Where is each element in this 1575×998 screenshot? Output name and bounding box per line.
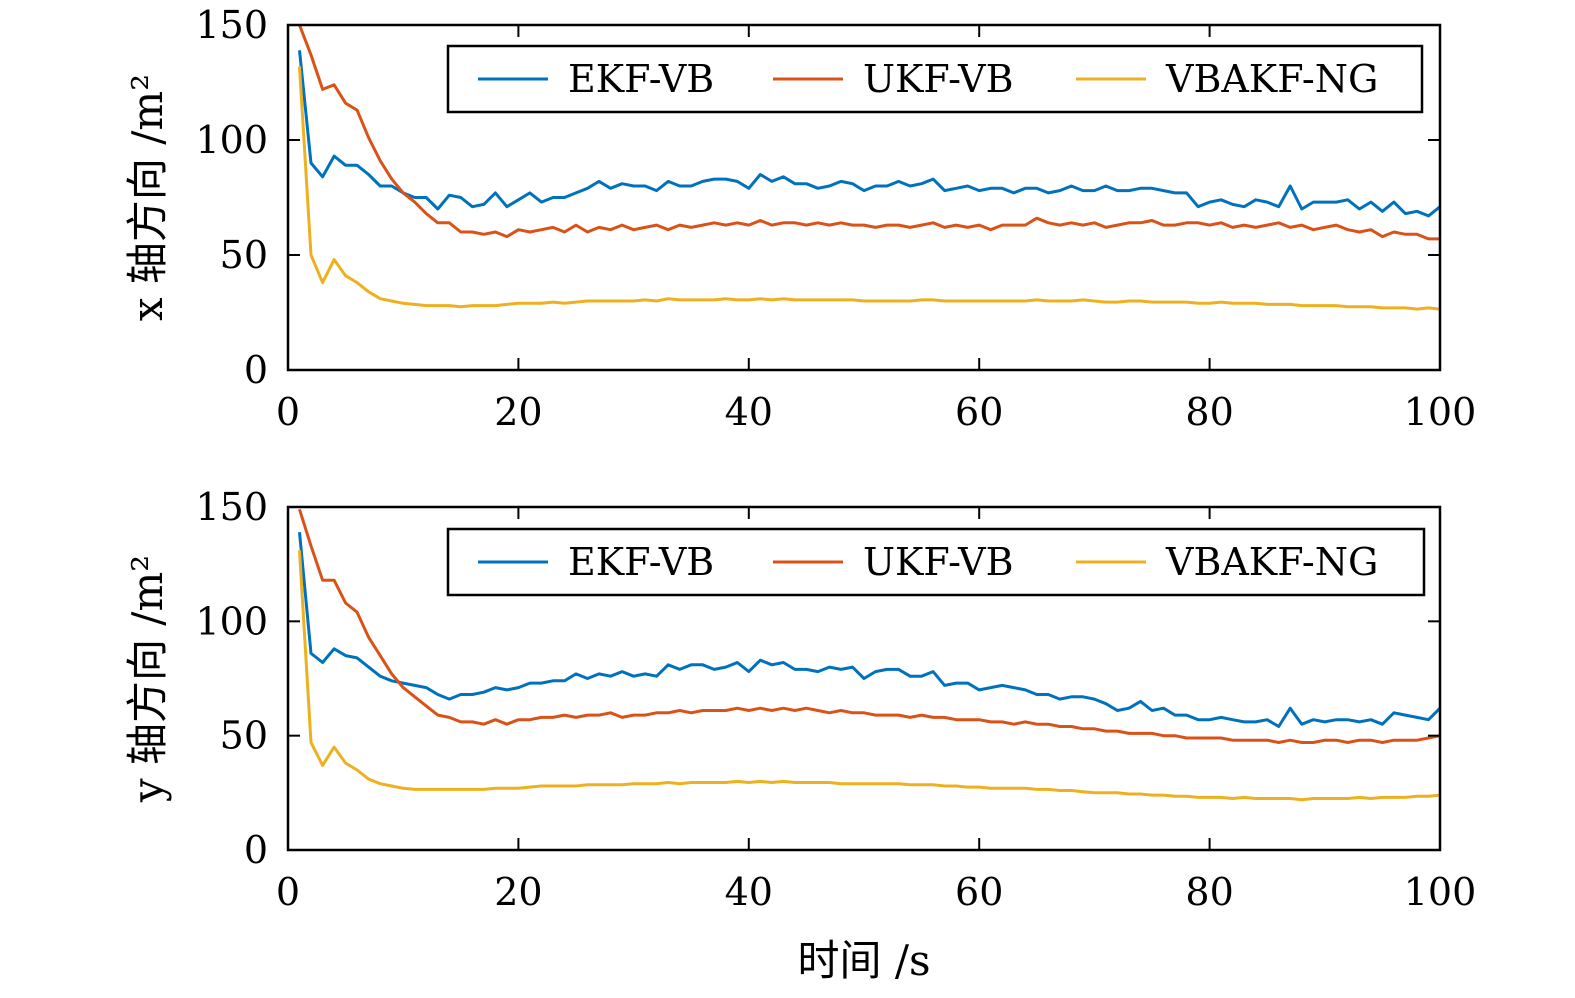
legend-label-ekf-vb: EKF-VB: [568, 540, 714, 584]
legend-items: EKF-VB UKF-VB VBAKF-NG: [478, 540, 1378, 584]
y-tick-label: 100: [195, 118, 268, 162]
y-tick-label: 150: [195, 485, 268, 529]
x-axis-label: 时间 /s: [797, 936, 930, 985]
panel-x-axis-chart: 0 20 40 60 80 100 0 50 100 150 x 轴方向 /m² EKF-VB UK…: [123, 3, 1476, 434]
x-tick-label: 40: [725, 390, 773, 434]
x-tick-label: 80: [1185, 870, 1233, 914]
x-tick-label: 100: [1404, 870, 1477, 914]
x-tick-label: 20: [494, 870, 542, 914]
series-layer: [298, 508, 1442, 802]
legend-label-vbakf-ng: VBAKF-NG: [1165, 540, 1378, 584]
panel-y-axis-chart: 0 20 40 60 80 100 0 50 100 150 y 轴方向 /m² 时间 /s EK…: [123, 485, 1476, 985]
legend-label-ukf-vb: UKF-VB: [863, 540, 1014, 584]
series-line-ekf-vb: [298, 50, 1441, 218]
y-tick-label: 100: [195, 599, 268, 643]
y-axis-label: x 轴方向 /m²: [123, 74, 172, 321]
x-tick-label: 0: [276, 870, 300, 914]
legend-box: [446, 44, 1424, 114]
y-tick-label: 50: [220, 233, 268, 277]
series-line-vbakf-ng: [298, 550, 1441, 802]
y-axis-label: y 轴方向 /m²: [123, 555, 172, 803]
x-tick-label: 40: [725, 870, 773, 914]
x-tick-label: 80: [1185, 390, 1233, 434]
ticks-layer: 0 20 40 60 80 100 0 50 100 150: [195, 485, 1476, 914]
y-tick-label: 0: [244, 828, 268, 872]
x-tick-label: 0: [276, 390, 300, 434]
legend-items: EKF-VB UKF-VB VBAKF-NG: [478, 57, 1378, 101]
legend: EKF-VB UKF-VB VBAKF-NG: [446, 44, 1424, 114]
legend-label-ukf-vb: UKF-VB: [863, 57, 1014, 101]
x-tick-label: 100: [1404, 390, 1477, 434]
x-tick-label: 20: [494, 390, 542, 434]
y-tick-label: 50: [220, 714, 268, 758]
series-line-ekf-vb: [298, 532, 1442, 728]
y-tick-label: 0: [244, 348, 268, 392]
x-tick-label: 60: [955, 870, 1003, 914]
legend-label-vbakf-ng: VBAKF-NG: [1165, 57, 1378, 101]
ticks-layer: 0 20 40 60 80 100 0 50 100 150: [195, 3, 1476, 434]
plot-frame: [286, 23, 1442, 372]
series-line-vbakf-ng: [298, 66, 1441, 311]
series-line-ukf-vb: [298, 24, 1440, 241]
series-line-ukf-vb: [298, 508, 1441, 744]
legend-box: [446, 527, 1426, 597]
y-tick-label: 150: [195, 3, 268, 47]
series-layer: [298, 24, 1441, 311]
plot-frame: [286, 505, 1442, 852]
x-tick-label: 60: [955, 390, 1003, 434]
legend-label-ekf-vb: EKF-VB: [568, 57, 714, 101]
legend: EKF-VB UKF-VB VBAKF-NG: [446, 527, 1426, 597]
